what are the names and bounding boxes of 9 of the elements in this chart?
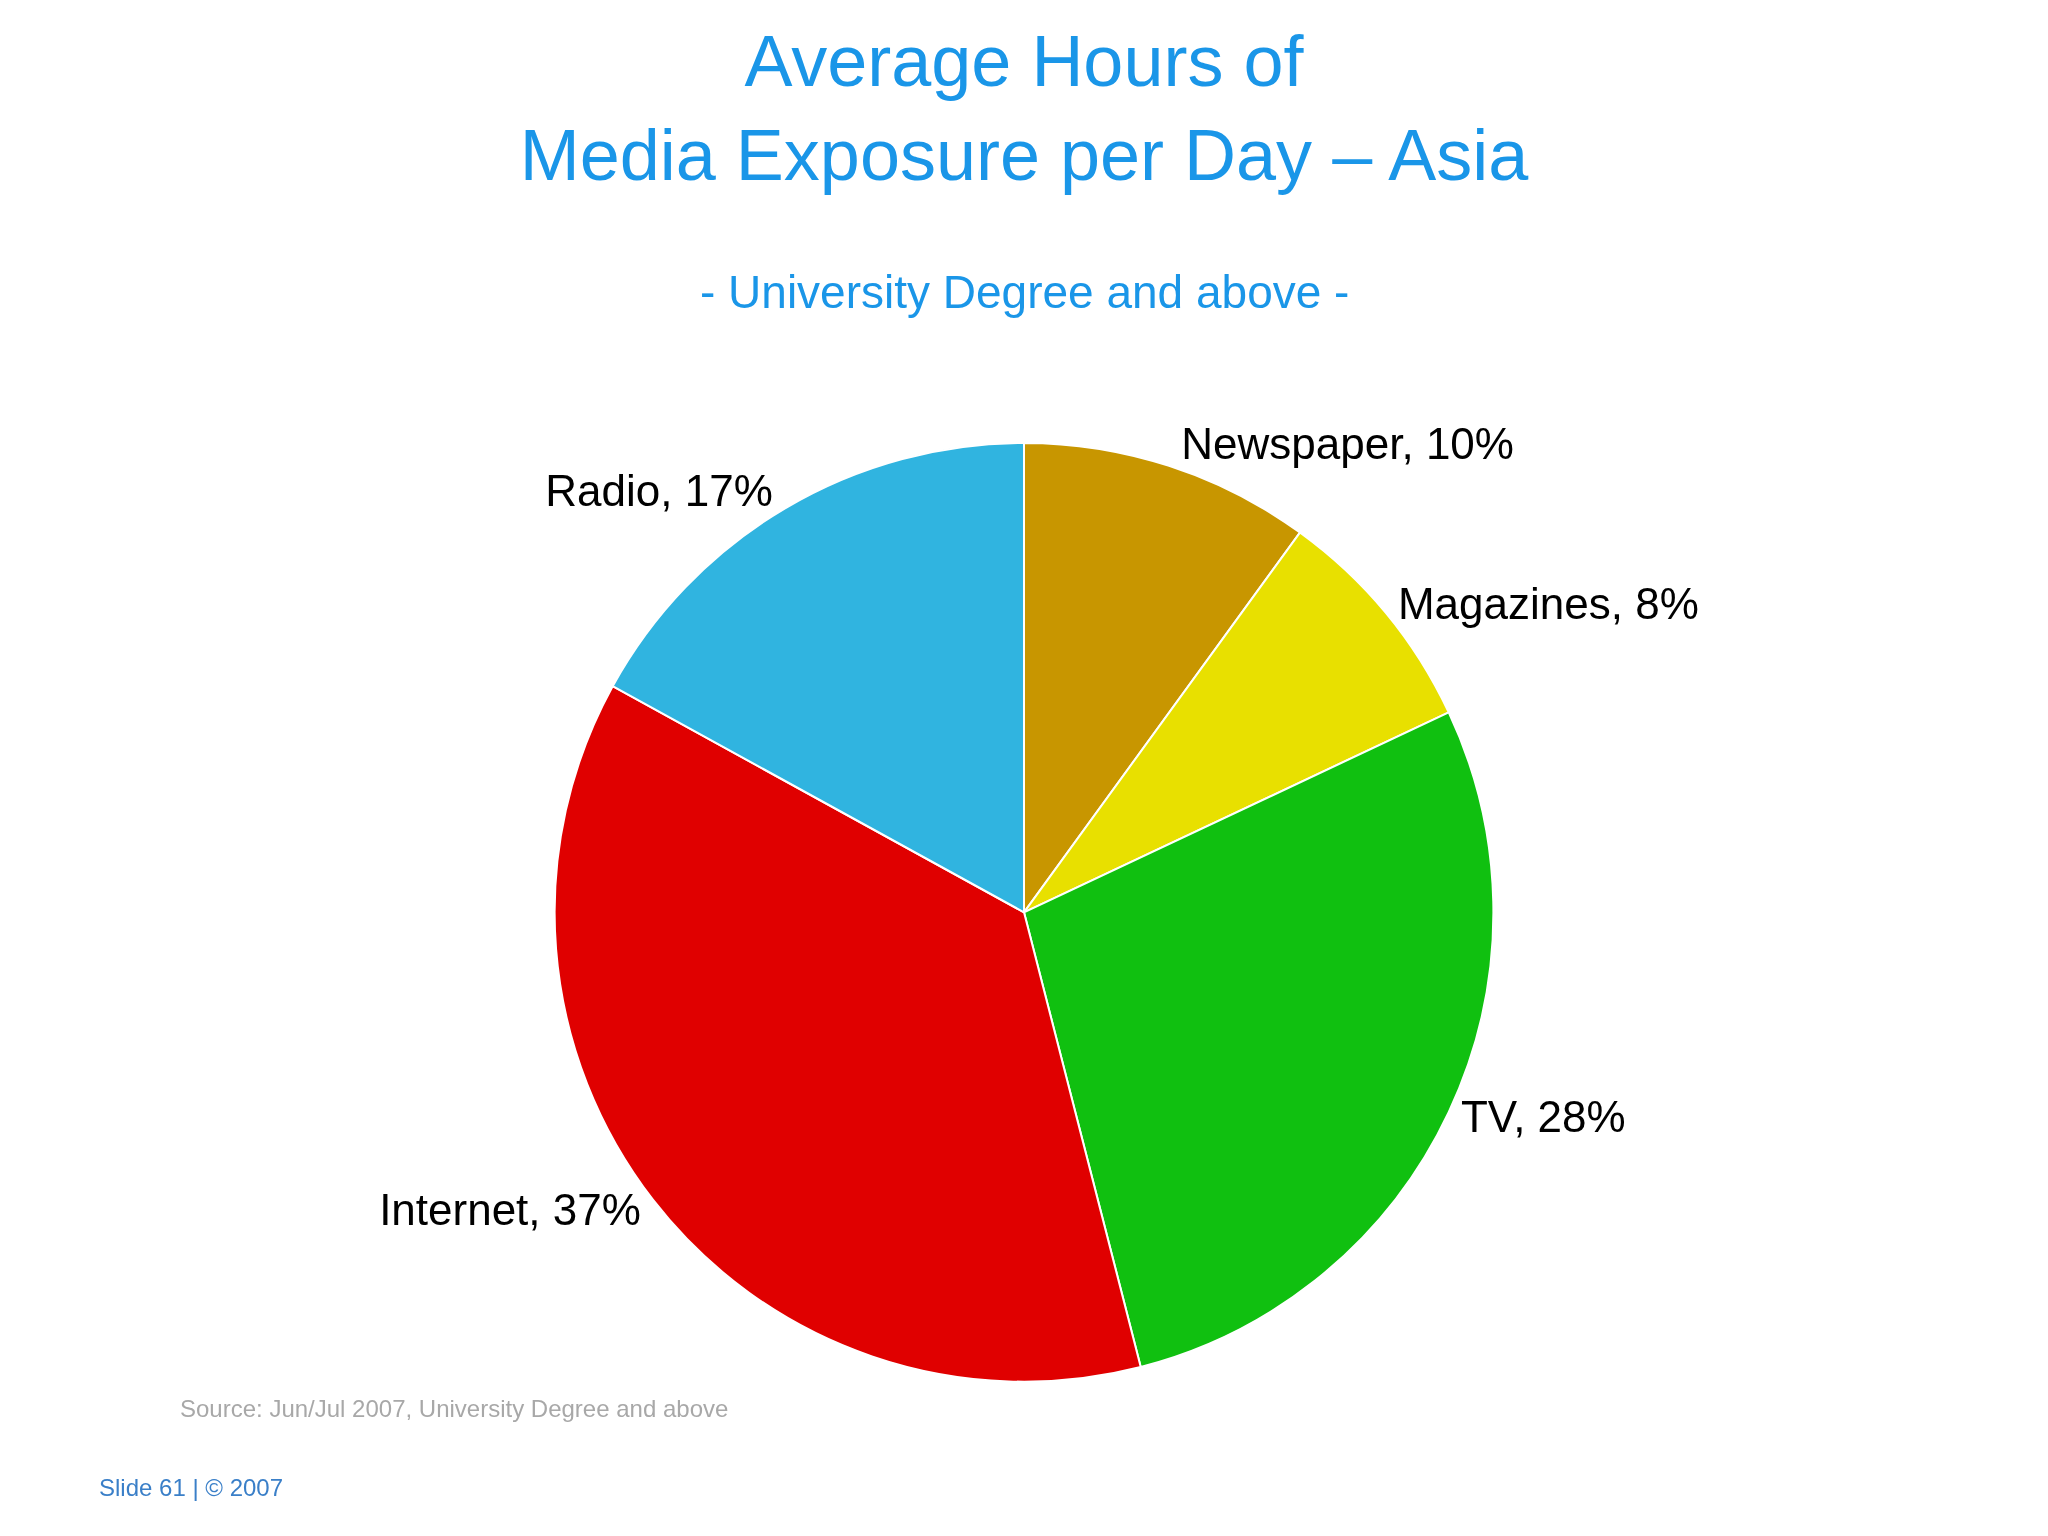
- source-note: Source: Jun/Jul 2007, University Degree and above: [180, 1395, 729, 1422]
- chart-title: Average Hours of Media Exposure per Day – Asia: [519, 21, 1530, 195]
- chart-subtitle: - University Degree and above -: [700, 266, 1350, 318]
- slice-label: Internet, 37%: [379, 1184, 641, 1234]
- text: Slide 61 | © 2007: [99, 1474, 284, 1501]
- slice-label: TV, 28%: [1460, 1092, 1626, 1142]
- slice-label: Newspaper, 10%: [1181, 419, 1514, 469]
- slice-label: Radio, 17%: [545, 465, 773, 515]
- slice-label: Magazines, 8%: [1397, 578, 1699, 628]
